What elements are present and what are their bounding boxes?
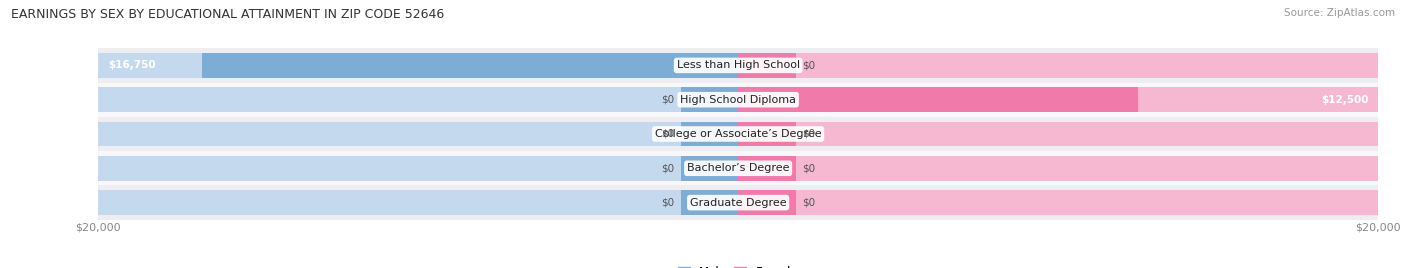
Text: $0: $0 — [801, 129, 815, 139]
Bar — [738, 53, 796, 78]
Bar — [681, 156, 738, 181]
Bar — [98, 48, 1378, 83]
Text: College or Associate’s Degree: College or Associate’s Degree — [655, 129, 821, 139]
Text: Graduate Degree: Graduate Degree — [690, 198, 786, 208]
Legend: Male, Female: Male, Female — [678, 266, 799, 268]
Bar — [738, 156, 1378, 181]
Bar — [738, 156, 796, 181]
Text: Less than High School: Less than High School — [676, 60, 800, 70]
Bar — [738, 190, 1378, 215]
Bar — [98, 185, 1378, 220]
Bar — [738, 122, 1378, 146]
Bar — [738, 122, 796, 146]
Text: $0: $0 — [801, 60, 815, 70]
Bar — [98, 83, 1378, 117]
Text: $0: $0 — [661, 129, 675, 139]
Text: $0: $0 — [661, 198, 675, 208]
Text: High School Diploma: High School Diploma — [681, 95, 796, 105]
Bar — [98, 190, 738, 215]
Bar — [681, 190, 738, 215]
Text: $0: $0 — [661, 95, 675, 105]
Bar — [202, 53, 738, 78]
Bar — [738, 87, 1378, 112]
Text: $16,750: $16,750 — [108, 60, 156, 70]
Bar — [98, 87, 738, 112]
Bar — [681, 87, 738, 112]
Bar — [98, 53, 738, 78]
Text: $0: $0 — [801, 163, 815, 173]
Bar — [681, 122, 738, 146]
Text: $12,500: $12,500 — [1320, 95, 1368, 105]
Bar — [738, 190, 796, 215]
Text: Bachelor’s Degree: Bachelor’s Degree — [688, 163, 789, 173]
Bar — [98, 122, 738, 146]
Bar — [98, 117, 1378, 151]
Bar — [98, 151, 1378, 185]
Text: $0: $0 — [801, 198, 815, 208]
Bar — [98, 156, 738, 181]
Bar — [738, 53, 1378, 78]
Text: $0: $0 — [661, 163, 675, 173]
Text: EARNINGS BY SEX BY EDUCATIONAL ATTAINMENT IN ZIP CODE 52646: EARNINGS BY SEX BY EDUCATIONAL ATTAINMEN… — [11, 8, 444, 21]
Text: Source: ZipAtlas.com: Source: ZipAtlas.com — [1284, 8, 1395, 18]
Bar — [738, 87, 1137, 112]
